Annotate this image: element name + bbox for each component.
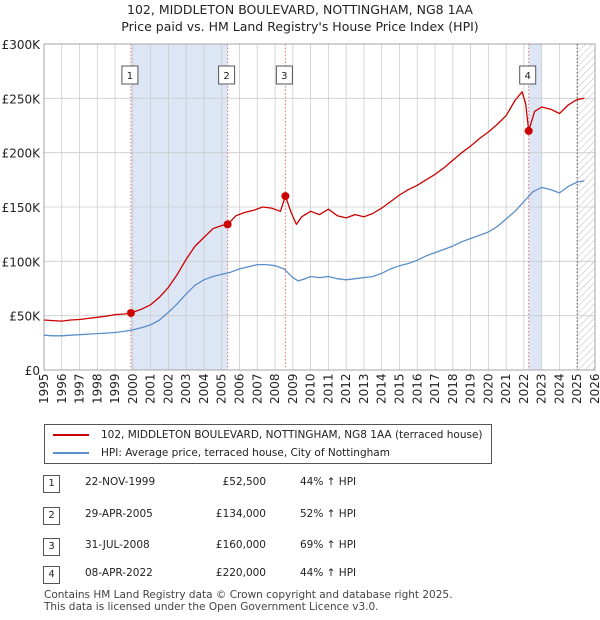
transaction-price: £160,000: [215, 539, 266, 551]
sale-number-box: [519, 65, 537, 85]
x-tick-label: 1998: [90, 373, 104, 404]
sale-point: [126, 308, 135, 317]
transaction-hpi: 44% ↑ HPI: [300, 476, 357, 488]
y-tick-label: £250K: [2, 92, 42, 106]
sale-point: [281, 192, 290, 201]
transaction-hpi: 52% ↑ HPI: [300, 508, 357, 520]
x-tick-label: 2001: [144, 373, 158, 404]
sale-number-box: [275, 65, 293, 85]
x-tick-label: 1997: [73, 373, 87, 404]
transaction-price: £134,000: [215, 508, 266, 520]
x-tick-label: 2000: [126, 373, 140, 404]
x-tick-label: 1996: [55, 373, 69, 404]
x-tick-label: 2025: [570, 373, 584, 404]
x-tick-label: 2026: [588, 373, 600, 404]
x-tick-label: 2013: [357, 373, 371, 404]
x-tick-label: 1999: [108, 373, 122, 404]
transaction-date: 08-APR-2022: [85, 567, 153, 579]
x-tick-label: 2020: [481, 373, 495, 404]
transaction-hpi: 44% ↑ HPI: [300, 567, 357, 579]
legend-swatch-property: [53, 434, 89, 436]
x-tick-label: 2009: [286, 373, 300, 404]
x-tick-label: 2006: [233, 373, 247, 404]
x-tick-label: 2011: [321, 373, 335, 404]
footer-line-2: This data is licensed under the Open Gov…: [44, 601, 379, 613]
x-tick-label: 2022: [517, 373, 531, 404]
x-tick-label: 2019: [464, 373, 478, 404]
y-tick-label: £300K: [2, 38, 42, 52]
legend-label-property: 102, MIDDLETON BOULEVARD, NOTTINGHAM, NG…: [101, 429, 483, 441]
legend-swatch-hpi: [53, 452, 89, 454]
transaction-row: 2 29-APR-2005 £134,000 52% ↑ HPI: [0, 506, 600, 526]
y-tick-label: £100K: [2, 255, 42, 269]
transaction-number: 4: [43, 566, 60, 584]
footer-line-1: Contains HM Land Registry data © Crown c…: [44, 589, 453, 601]
x-tick-label: 2014: [375, 373, 389, 404]
series-line-property: [43, 91, 585, 322]
x-tick-label: 1995: [37, 373, 51, 404]
x-tick-label: 2010: [304, 373, 318, 404]
y-tick-label: £200K: [2, 147, 42, 161]
x-tick-label: 2004: [197, 373, 211, 404]
x-tick-label: 2018: [446, 373, 460, 404]
sale-number-label: 3: [281, 71, 287, 82]
x-tick-label: 2005: [215, 373, 229, 404]
transaction-price: £52,500: [222, 476, 266, 488]
transaction-price: £220,000: [215, 567, 266, 579]
chart-title-line2: Price paid vs. HM Land Registry's House …: [121, 19, 479, 34]
x-tick-label: 2023: [535, 373, 549, 404]
y-tick-label: £150K: [2, 201, 42, 215]
x-tick-label: 2012: [339, 373, 353, 404]
sale-number-label: 4: [525, 71, 531, 82]
transaction-date: 29-APR-2005: [85, 508, 153, 520]
transaction-number: 1: [43, 475, 60, 493]
sale-number-label: 1: [127, 71, 133, 82]
x-tick-label: 2008: [268, 373, 282, 404]
x-tick-label: 2002: [161, 373, 175, 404]
transaction-row: 4 08-APR-2022 £220,000 44% ↑ HPI: [0, 565, 600, 585]
transaction-date: 22-NOV-1999: [85, 476, 156, 488]
transaction-date: 31-JUL-2008: [85, 539, 150, 551]
x-tick-label: 2015: [392, 373, 406, 404]
y-tick-label: £0: [25, 364, 40, 378]
sale-number-box: [121, 65, 139, 85]
x-tick-label: 2016: [410, 373, 424, 404]
legend: 102, MIDDLETON BOULEVARD, NOTTINGHAM, NG…: [44, 424, 492, 464]
sale-number-label: 2: [223, 71, 229, 82]
sale-number-box: [218, 65, 236, 85]
x-tick-label: 2024: [552, 373, 566, 404]
legend-label-hpi: HPI: Average price, terraced house, City…: [101, 447, 390, 459]
transaction-row: 1 22-NOV-1999 £52,500 44% ↑ HPI: [0, 474, 600, 494]
transaction-number: 3: [43, 538, 60, 556]
chart-title-line1: 102, MIDDLETON BOULEVARD, NOTTINGHAM, NG…: [127, 2, 473, 17]
transaction-hpi: 69% ↑ HPI: [300, 539, 357, 551]
transaction-row: 3 31-JUL-2008 £160,000 69% ↑ HPI: [0, 537, 600, 557]
x-tick-label: 2003: [179, 373, 193, 404]
footer-credit: Contains HM Land Registry data © Crown c…: [44, 589, 452, 613]
plot-border: [43, 43, 596, 371]
x-tick-label: 2021: [499, 373, 513, 404]
y-tick-label: £50K: [9, 310, 41, 324]
sale-point: [524, 126, 533, 135]
transaction-number: 2: [43, 507, 60, 525]
series-line-hpi: [43, 180, 585, 337]
x-tick-label: 2017: [428, 373, 442, 404]
x-tick-label: 2007: [250, 373, 264, 404]
sale-point: [223, 220, 232, 229]
price-chart: 1 2 3 4 £0 £50K £100K £150K £200K £250K £300K 1995 1…: [2, 38, 600, 404]
